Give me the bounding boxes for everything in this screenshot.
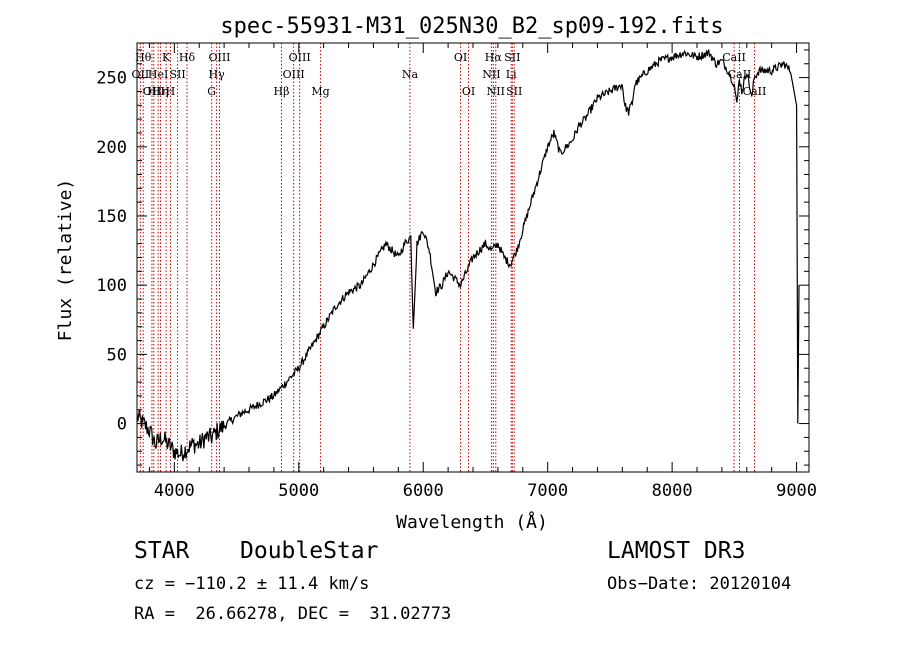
x-tick-label: 8000 [652,481,693,501]
survey-name: LAMOST DR3 [607,538,746,564]
emission-line-label: Hδ [179,51,196,64]
emission-line-label: K [162,51,171,64]
y-tick-label: 100 [96,276,127,296]
emission-line-label: OI [462,85,475,98]
y-tick-label: 0 [117,415,127,435]
emission-line-label: Hβ [274,85,290,98]
x-tick-label: 7000 [527,481,568,501]
object-class: STAR [134,538,190,564]
emission-line-markers [139,43,755,472]
emission-line-label: OII [132,68,150,81]
emission-line-label: OIII [289,51,311,64]
x-tick-label: 9000 [776,481,817,501]
emission-line-label: G [207,85,216,98]
emission-line-label: H [147,85,157,98]
emission-line-label: SII [506,85,522,98]
emission-line-label: SII [504,51,520,64]
emission-line-label: Hγ [209,68,226,81]
redshift-velocity: cz = −110.2 ± 11.4 km/s [134,574,370,594]
emission-line-label: OIII [208,51,230,64]
x-tick-label: 5000 [278,481,319,501]
emission-line-label: OI [454,51,467,64]
emission-line-label: Na [402,68,419,81]
emission-line-label: Hθ [135,51,152,64]
coordinates: RA = 26.66278, DEC = 31.02773 [134,604,452,624]
emission-line-label: Li [506,68,517,81]
x-axis-label: Wavelength (Å) [396,511,548,533]
x-tick-label: 6000 [403,481,444,501]
emission-line-label: HeI [148,68,168,81]
object-subclass: DoubleStar [240,538,379,564]
y-tick-label: 50 [107,345,127,365]
y-tick-label: 200 [96,138,127,158]
spectrum-line [136,49,800,462]
y-tick-label: 250 [96,69,127,89]
emission-line-label: CaII [728,68,752,81]
emission-line-label: NII [487,85,505,98]
emission-line-label: OIII [283,68,305,81]
x-tick-label: 4000 [154,481,195,501]
y-axis-ticks: 0 50 100 150 200 250 [96,49,809,466]
emission-line-label: SII [169,68,185,81]
x-axis-ticks: 4000 5000 6000 7000 8000 9000 [148,43,817,501]
emission-line-label: NII [482,68,500,81]
y-tick-label: 150 [96,207,127,227]
emission-line-label: CaII [743,85,767,98]
emission-line-label: Hη [152,85,168,98]
emission-line-label: OIII [143,85,165,98]
emission-line-labels: OIIHθHOIIIHeIHηKHSIIHδGHγOIIIHβOIIIOIIIM… [132,51,767,98]
emission-line-label: Mg [311,85,329,98]
observation-date: Obs−Date: 20120104 [607,574,792,594]
chart-title: spec-55931-M31_025N30_B2_sp09-192.fits [220,14,723,39]
emission-line-label: CaII [722,51,746,64]
y-axis-label: Flux (relative) [55,179,76,342]
emission-line-label: Hα [485,51,503,64]
emission-line-label: H [166,85,176,98]
